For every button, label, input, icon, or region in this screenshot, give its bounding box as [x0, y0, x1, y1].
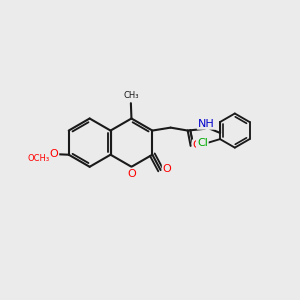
Text: Cl: Cl: [197, 138, 208, 148]
Text: O: O: [163, 164, 172, 174]
Text: NH: NH: [198, 119, 214, 129]
Text: O: O: [127, 169, 136, 178]
Text: O: O: [50, 148, 58, 158]
Text: O: O: [193, 140, 202, 150]
Text: OCH₃: OCH₃: [27, 154, 50, 163]
Text: CH₃: CH₃: [123, 91, 139, 100]
